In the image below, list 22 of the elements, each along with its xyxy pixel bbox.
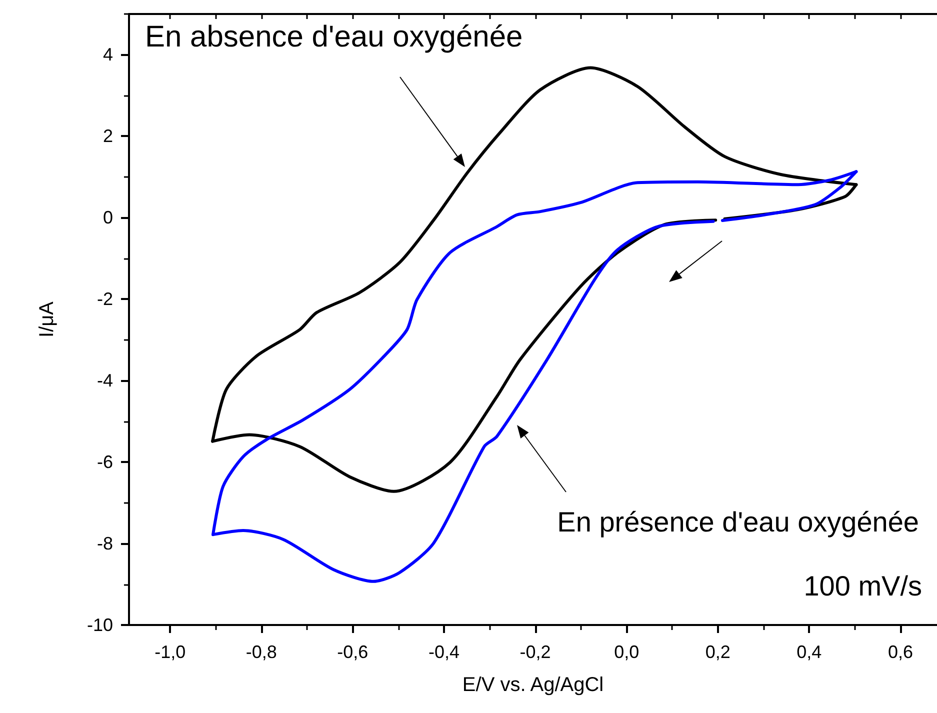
x-tick-label: -1,0 <box>154 642 186 662</box>
x-tick-label: -0,4 <box>428 642 460 662</box>
x-axis-title: E/V vs. Ag/AgCl <box>462 674 604 696</box>
x-tick-label: 0,2 <box>705 642 730 662</box>
y-tick-label: -10 <box>86 615 113 635</box>
annotation: 100 mV/s <box>804 570 922 602</box>
y-tick-label: -8 <box>96 534 113 554</box>
x-tick-label: 0,4 <box>796 642 822 662</box>
y-tick-label: 4 <box>102 44 113 65</box>
y-tick-label: 2 <box>102 126 113 146</box>
x-tick-label: -0,8 <box>246 642 277 662</box>
y-axis-title: I/μA <box>36 300 58 338</box>
y-tick-label: -2 <box>96 289 113 310</box>
y-tick-label: -4 <box>96 370 113 391</box>
x-tick-label: 0,6 <box>888 642 913 662</box>
y-tick-label: 0 <box>102 208 113 228</box>
x-tick-label: -0,6 <box>337 642 368 662</box>
x-tick-label: 0,0 <box>614 642 640 662</box>
annotation: En présence d'eau oxygénée <box>557 506 920 538</box>
annotation: En absence d'eau oxygénée <box>145 20 523 54</box>
y-tick-label: -6 <box>96 452 113 472</box>
x-tick-label: -0,2 <box>520 642 551 662</box>
